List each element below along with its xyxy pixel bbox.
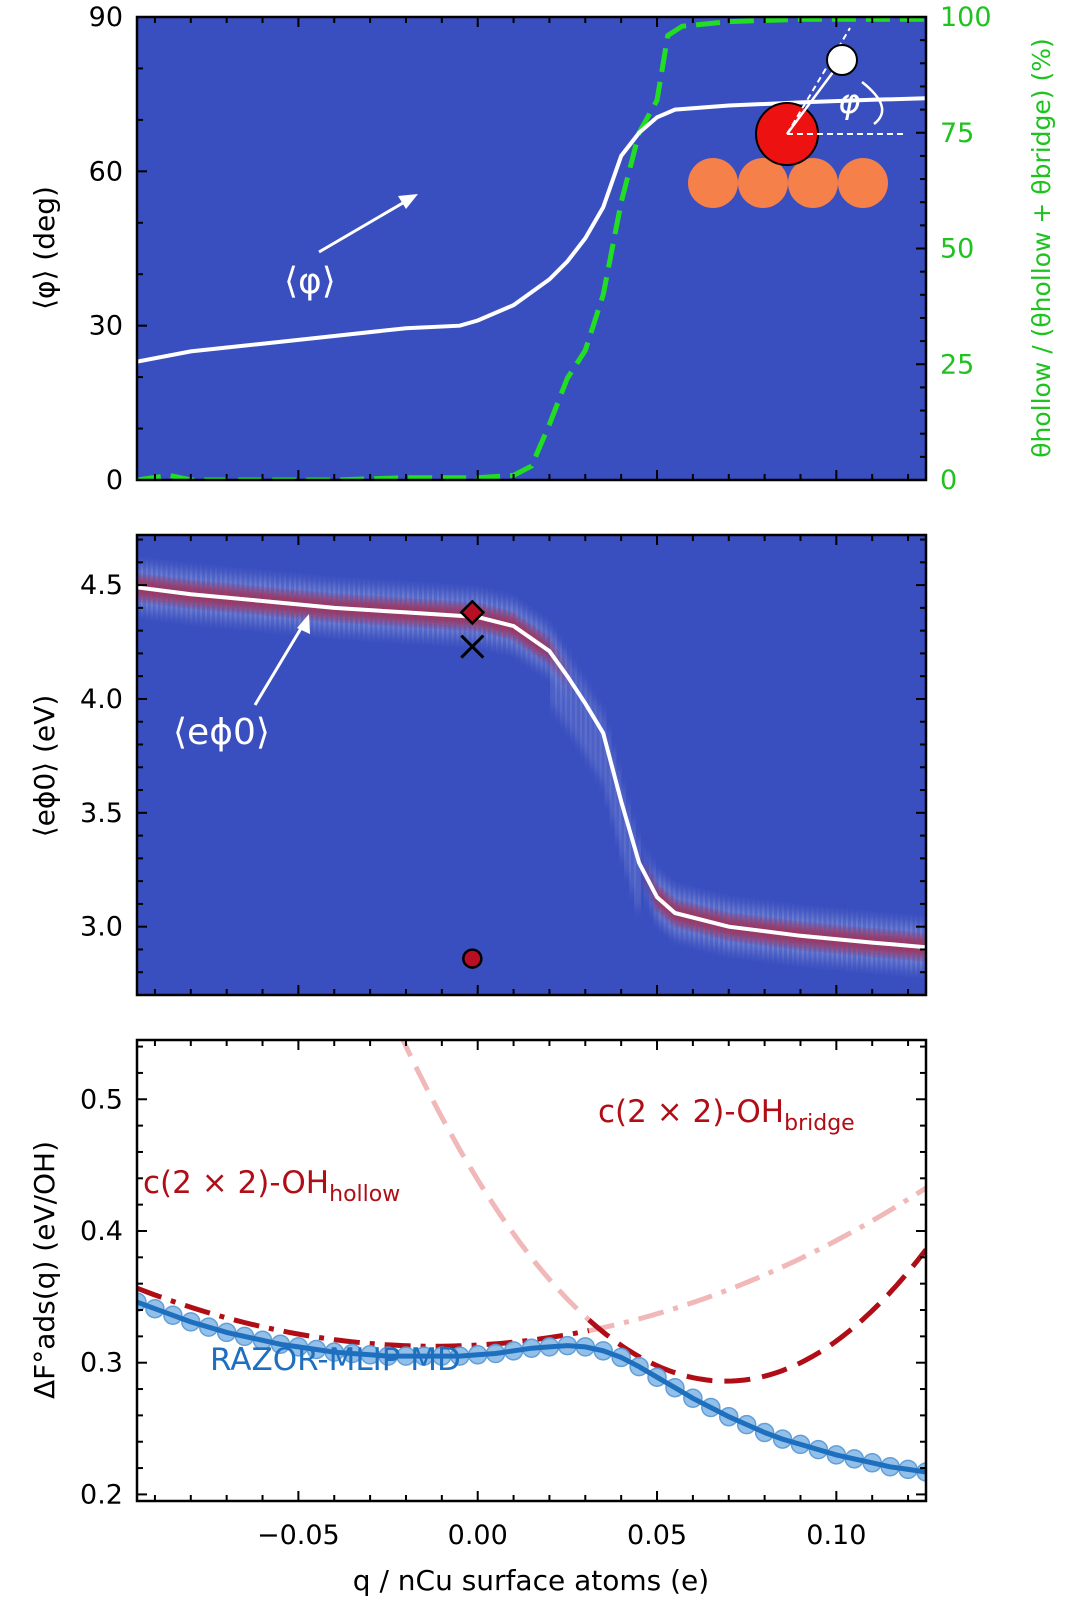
- y-tick-label: 0: [106, 465, 123, 496]
- inset-oh-on-cu: φ: [688, 27, 906, 208]
- angle-arc: [861, 81, 884, 125]
- panel-free-energy-background: [137, 1040, 926, 1501]
- bridge-curve-extension: [588, 1185, 926, 1334]
- y-tick-label: 0.4: [80, 1216, 123, 1247]
- distribution-halo: [604, 732, 611, 802]
- y-tick-label: 0.3: [80, 1348, 123, 1379]
- hollow-curve: [587, 1248, 926, 1384]
- md-label: RAZOR-MLIP MD: [210, 1342, 461, 1378]
- bridge-label: c(2 × 2)-OHbridge: [598, 1094, 855, 1136]
- y-right-tick-label: 75: [940, 118, 974, 149]
- diamond-marker: [459, 599, 486, 626]
- x-tick-label: −0.05: [257, 1520, 340, 1551]
- distribution-halo: [575, 674, 582, 744]
- hollow-label-sub: hollow: [329, 1182, 400, 1207]
- panel-angle: φ 0 30 60 90 0 25 50 75 100 ⟨φ⟩ ⟨φ⟩ (deg) θhollo…: [28, 2, 1056, 496]
- panel-workfunction: 3.0 3.5 4.0 4.5 ⟨eϕ0⟩ ⟨eϕ0⟩ (eV): [28, 533, 928, 997]
- x-tick-label: 0.05: [627, 1520, 687, 1551]
- panel-workfunction-frame: [135, 533, 928, 997]
- panel-free-energy-frame: [135, 1038, 928, 1503]
- panel-angle-background: [137, 17, 926, 480]
- hollow-curve-extension: [400, 1040, 591, 1322]
- free-energy-y-label: ΔF°ads(q) (eV/OH): [28, 1141, 61, 1399]
- mean-angle-arrowhead: [398, 194, 418, 209]
- y-tick-label: 4.0: [80, 684, 123, 715]
- mean-angle-label: ⟨φ⟩: [284, 261, 336, 302]
- cu-atom: [688, 158, 738, 208]
- distribution-halo: [600, 714, 606, 783]
- panel-free-energy: −0.05 0.00 0.05 0.10 0.2 0.3 0.4 0.5 c(2 × 2)-O…: [28, 1038, 928, 1597]
- hollow-label: c(2 × 2)-OHhollow: [143, 1165, 400, 1207]
- mean-workfunction-arrowhead: [297, 614, 310, 634]
- distribution-halo: [609, 751, 616, 820]
- cu-atom: [838, 158, 888, 208]
- distribution-halo: [595, 706, 602, 775]
- angle-y-label: ⟨φ⟩ (deg): [28, 186, 61, 310]
- cu-atom: [788, 158, 838, 208]
- y-tick-label: 0.2: [80, 1479, 123, 1510]
- y-tick-label: 0.5: [80, 1084, 123, 1115]
- bridge-label-sub: bridge: [784, 1111, 855, 1136]
- y-tick-label: 90: [89, 2, 123, 33]
- y-tick-label: 60: [89, 156, 123, 187]
- distribution-halo: [570, 667, 577, 736]
- distribution-halo: [585, 690, 592, 759]
- distribution-halo: [619, 788, 626, 857]
- x-tick-label: 0.10: [806, 1520, 866, 1551]
- hollow-fraction-line: [137, 17, 926, 480]
- y-tick-label: 3.5: [80, 798, 123, 829]
- y-right-tick-label: 100: [940, 2, 992, 33]
- y-tick-label: 4.5: [80, 570, 123, 601]
- charge-x-label: q / nCu surface atoms (e): [353, 1564, 709, 1597]
- inset-angle-label: φ: [838, 82, 861, 122]
- mean-workfunction-line: [137, 585, 926, 950]
- distribution-halo: [590, 698, 597, 767]
- reference-markers: [459, 599, 486, 969]
- mean-workfunction-label: ⟨eϕ0⟩: [173, 712, 270, 753]
- distribution-halo: [614, 770, 621, 839]
- mean-workfunction-arrow: [253, 624, 305, 706]
- circle-marker: [462, 948, 483, 969]
- cu-atom: [738, 158, 788, 208]
- y-right-tick-label: 50: [940, 234, 974, 265]
- distribution-halo: [580, 682, 587, 751]
- bridge-label-main: c(2 × 2)-OH: [598, 1094, 784, 1130]
- mean-angle-line: [137, 96, 926, 364]
- x-tick-label: 0.00: [448, 1520, 508, 1551]
- y-right-tick-label: 0: [940, 465, 957, 496]
- y-right-tick-label: 25: [940, 349, 974, 380]
- cross-marker: [460, 634, 485, 659]
- h-atom: [826, 44, 858, 76]
- mean-angle-arrow: [318, 198, 409, 254]
- distribution-halo: [634, 839, 641, 908]
- hollow-label-main: c(2 × 2)-OH: [143, 1165, 329, 1201]
- panel-workfunction-ticks: 3.0 3.5 4.0 4.5: [80, 535, 926, 996]
- coverage-y-label: θhollow / (θhollow + θbridge) (%): [1027, 38, 1056, 458]
- y-tick-label: 3.0: [80, 912, 123, 943]
- panel-free-energy-ticks: −0.05 0.00 0.05 0.10 0.2 0.3 0.4 0.5: [80, 1040, 926, 1551]
- md-fit-line: [137, 1299, 926, 1475]
- y-tick-label: 30: [89, 311, 123, 342]
- distribution-halo: [629, 822, 636, 891]
- distribution-halo: [624, 805, 631, 874]
- workfunction-y-label: ⟨eϕ0⟩ (eV): [28, 695, 61, 838]
- panel-angle-ticks: 0 30 60 90 0 25 50 75 100: [89, 2, 992, 496]
